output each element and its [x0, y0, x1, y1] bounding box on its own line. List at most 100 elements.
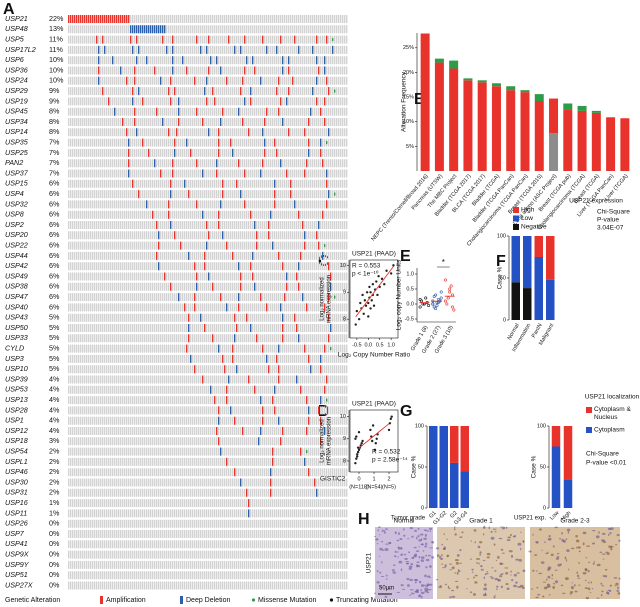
histology-texture	[486, 571, 489, 573]
gene-name: USP22	[5, 241, 28, 250]
histology-texture	[461, 531, 464, 534]
x-tick-label: 0	[357, 476, 360, 482]
histology-texture	[482, 559, 486, 561]
histology-texture	[397, 556, 399, 558]
data-point	[389, 272, 393, 275]
histology-texture	[444, 564, 447, 568]
legend-label: Deep Deletion	[186, 597, 230, 604]
gene-name: USP1	[5, 416, 24, 425]
histology-texture	[560, 584, 564, 587]
histology-texture	[585, 579, 587, 582]
histology-texture	[473, 529, 477, 532]
data-point	[371, 439, 374, 443]
histology-texture	[586, 545, 591, 547]
histology-texture	[442, 567, 446, 569]
histology-texture	[508, 550, 513, 553]
gene-percent: 3%	[49, 436, 60, 445]
bar-segment	[450, 462, 459, 508]
mutation-cells	[306, 450, 308, 454]
legend-label: High	[521, 207, 535, 214]
histology-texture	[496, 585, 499, 588]
gene-name: USP31	[5, 488, 28, 497]
panel-label: H	[358, 511, 370, 528]
histology-texture	[536, 586, 539, 589]
bar-segment	[420, 33, 430, 171]
histology-texture	[479, 541, 483, 544]
histology-texture	[499, 563, 504, 565]
histology-texture	[414, 581, 417, 584]
histology-texture	[436, 554, 440, 557]
histology-texture	[429, 547, 434, 549]
histology-texture	[501, 552, 505, 554]
histology-texture	[614, 544, 618, 546]
gene-name: USP34	[5, 117, 28, 126]
histology-texture	[585, 557, 588, 559]
histology-texture	[373, 535, 377, 538]
histology-texture	[588, 581, 590, 584]
histology-texture	[440, 557, 443, 561]
mutation-cells	[334, 192, 336, 196]
histology-texture	[517, 542, 522, 546]
mutation-cells	[326, 398, 328, 402]
histology-texture	[418, 595, 422, 598]
histology-texture	[571, 582, 573, 584]
bar-segment	[606, 117, 616, 171]
histology-texture	[449, 563, 452, 565]
gene-name: USP15	[5, 179, 29, 188]
histology-texture	[480, 565, 483, 568]
bar-segment	[520, 90, 530, 93]
data-point	[354, 461, 357, 465]
bar-segment	[520, 92, 530, 171]
histology-texture	[489, 576, 493, 578]
histology-texture	[439, 585, 442, 587]
gene-percent: 0%	[49, 570, 60, 579]
histology-texture	[425, 566, 428, 569]
mutation-cells	[330, 347, 332, 351]
histology-texture	[590, 581, 593, 584]
data-point	[435, 303, 439, 307]
histology-texture	[482, 527, 486, 529]
histology-texture	[591, 588, 594, 590]
histology-texture	[454, 526, 456, 529]
histology-texture	[391, 569, 395, 572]
x-tick-label: G1	[428, 510, 437, 519]
bar-segment	[549, 133, 559, 171]
gene-percent: 6%	[49, 241, 60, 250]
histology-texture	[490, 530, 493, 533]
legend-swatch	[586, 407, 592, 413]
histology-texture	[613, 577, 618, 579]
histology-texture	[409, 589, 414, 591]
histology-texture	[493, 543, 496, 546]
histology-texture	[419, 533, 424, 536]
amplification-cells	[126, 76, 328, 85]
histology-image	[375, 527, 433, 599]
histology-texture	[602, 558, 605, 560]
histology-texture	[601, 590, 604, 593]
histology-texture	[595, 535, 600, 539]
data-point	[356, 455, 359, 458]
histology-texture	[425, 542, 428, 546]
histology-texture	[591, 542, 596, 545]
histology-texture	[394, 550, 397, 553]
gene-percent: 5%	[49, 364, 60, 373]
histology-texture	[562, 592, 566, 595]
histology-texture	[582, 542, 585, 546]
histology-texture	[409, 527, 414, 530]
histology-texture	[379, 586, 382, 589]
gene-name: USP9Y	[5, 560, 30, 569]
gene-name: USP25	[5, 148, 29, 157]
gene-name: USP13	[5, 395, 28, 404]
annotation: 3.04E-07	[597, 225, 624, 232]
histology-texture	[420, 584, 425, 588]
histology-texture	[505, 571, 509, 575]
histology-texture	[542, 595, 545, 598]
gene-percent: 7%	[49, 168, 60, 177]
gene-name: USP36	[5, 65, 28, 74]
gene-percent: 4%	[49, 374, 60, 383]
histology-texture	[415, 591, 419, 594]
gene-percent: 6%	[49, 199, 60, 208]
histology-texture	[575, 535, 578, 538]
histology-texture	[565, 538, 568, 540]
histology-texture	[564, 556, 567, 560]
data-point	[446, 296, 450, 300]
